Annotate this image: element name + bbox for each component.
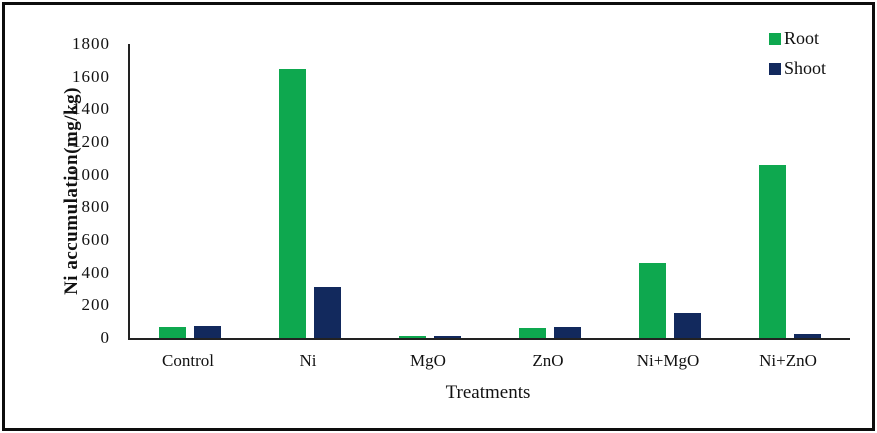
plot-area [128,44,850,340]
legend-label-shoot: Shoot [784,58,827,78]
x-tick-label: ZnO [532,351,564,370]
x-tick-label: MgO [410,351,446,370]
y-tick-label: 1600 [72,66,110,86]
x-tick-label: Ni+ZnO [759,351,817,370]
y-tick-label: 0 [100,328,110,347]
bar-ni-root [279,68,306,338]
bar-control-shoot [194,325,221,338]
legend: Root Shoot [769,29,826,78]
legend-entry-shoot: Shoot [769,59,826,78]
bar-ni-zno-shoot [794,333,821,338]
legend-label-root: Root [784,28,820,48]
shoot-legend-swatch-icon [769,62,781,75]
y-tick-label: 1000 [72,164,110,184]
y-tick-label: 1200 [72,132,110,151]
x-axis-tick-labels: Control Ni MgO ZnO Ni+MgO Ni+ZnO [128,351,848,371]
x-axis-title: Treatments [445,382,531,403]
bar-ni-shoot [314,286,341,338]
y-tick-label: 400 [81,262,110,282]
x-tick-label: Ni [299,351,317,370]
legend-entry-root: Root [769,29,826,48]
y-tick-label: 1400 [72,99,110,119]
bar-zno-root [519,327,546,338]
y-tick-label: 1800 [72,34,110,53]
x-tick-label: Ni+MgO [636,351,700,370]
bar-mgo-shoot [434,336,461,338]
bar-ni-mgo-root [639,262,666,338]
bar-control-root [159,327,186,338]
x-tick-label: Control [162,351,214,370]
bar-ni-zno-root [759,164,786,338]
y-tick-label: 800 [81,197,110,217]
bar-zno-shoot [554,326,581,338]
bar-mgo-root [399,336,426,338]
bar-ni-mgo-shoot [674,312,701,338]
root-legend-swatch-icon [769,32,781,45]
y-axis-tick-labels: 0 200 400 600 800 1000 1200 1400 1600 1800 [0,34,118,347]
y-tick-label: 200 [81,295,110,315]
y-tick-label: 600 [81,230,110,249]
